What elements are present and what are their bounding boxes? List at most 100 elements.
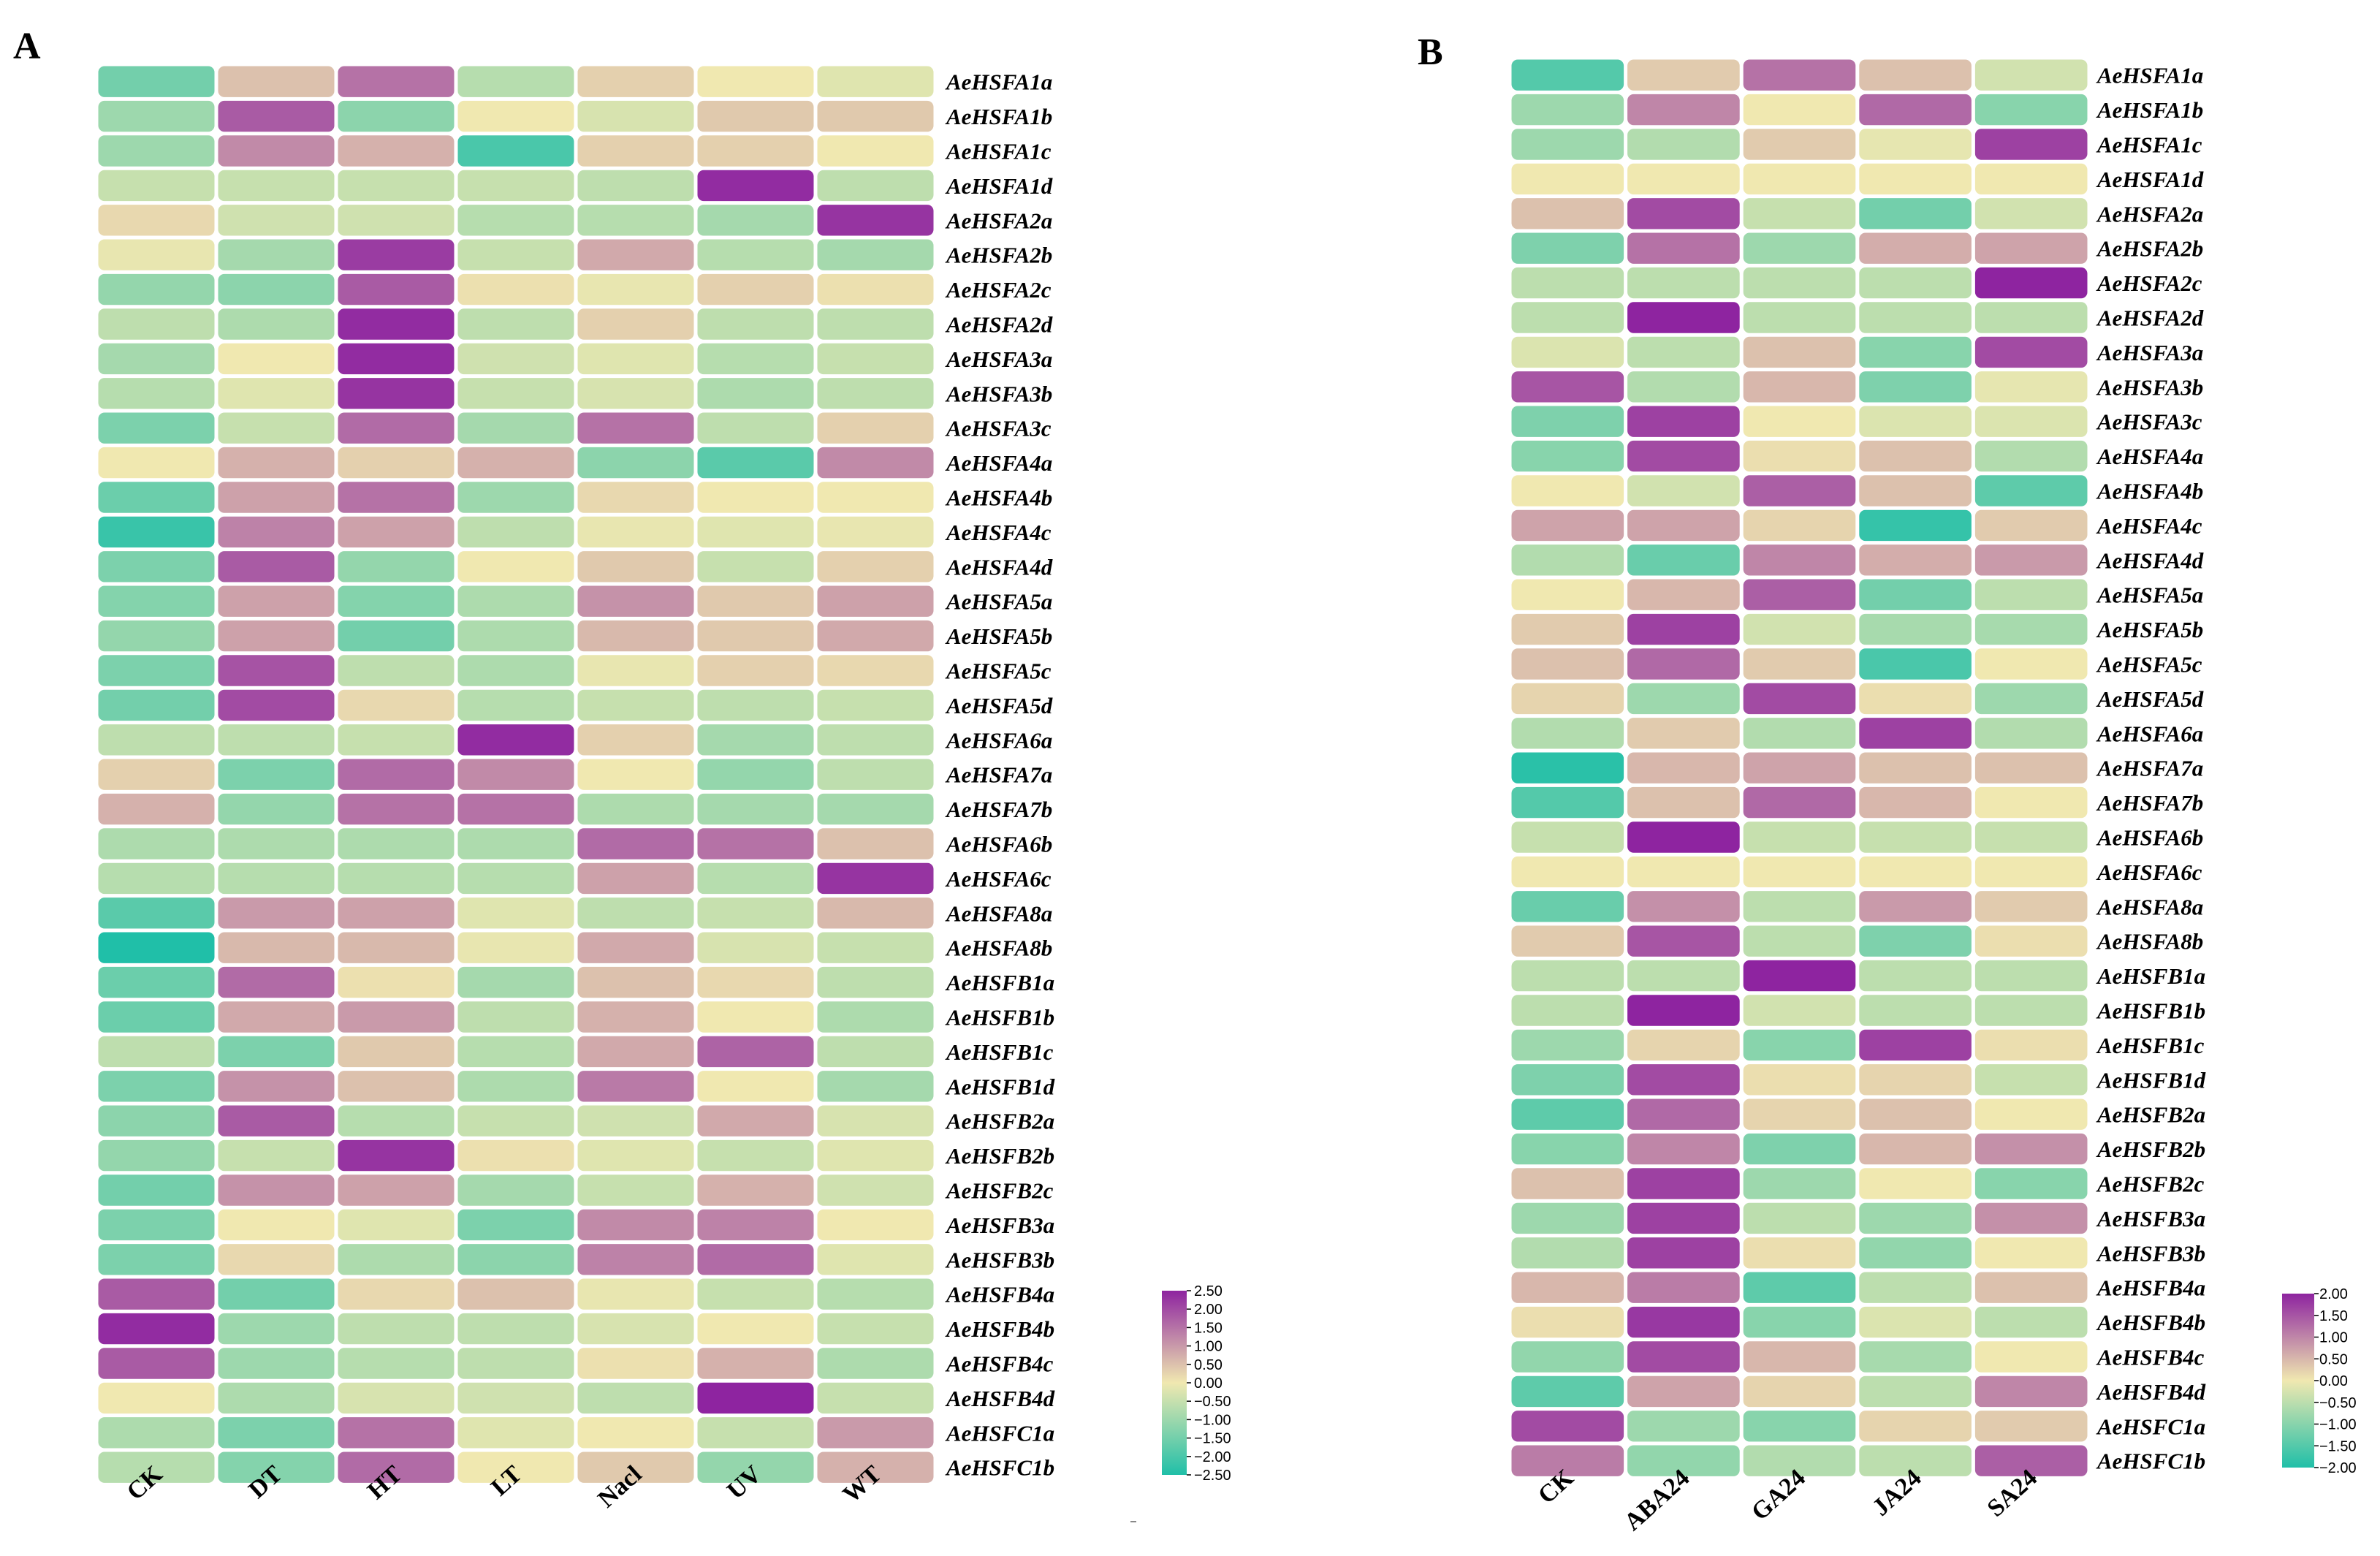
heatmap-cell-aehsfb2a-nacl (577, 1104, 695, 1137)
row-label-aehsfa2c: AeHSFA2c (2096, 270, 2202, 296)
heatmap-cell-aehsfa2d-ck (97, 308, 216, 341)
row-label-aehsfa5d: AeHSFA5d (2096, 686, 2204, 712)
heatmap-cell-aehsfa3a-nacl (577, 342, 695, 376)
heatmap-cell-aehsfb4d-ht (337, 1381, 455, 1415)
heatmap-cell-aehsfa4a-nacl (577, 446, 695, 479)
heatmap-cell-aehsfb1a-uv (696, 965, 815, 999)
heatmap-cell-aehsfb4d-sa24 (1974, 1375, 2088, 1408)
heatmap-cell-aehsfa6c-wt (816, 862, 935, 895)
heatmap-cell-aehsfb2a-dt (217, 1104, 335, 1137)
row-label-aehsfa2d: AeHSFA2d (945, 312, 1053, 338)
heatmap-cell-aehsfa5b-nacl (577, 619, 695, 653)
heatmap-cell-aehsfb1c-sa24 (1974, 1028, 2088, 1062)
heatmap-cell-aehsfb4a-lt (457, 1278, 575, 1310)
row-label-aehsfa1a: AeHSFA1a (945, 69, 1052, 95)
heatmap-cell-aehsfb1c-ht (337, 1035, 455, 1069)
row-label-aehsfc1b: AeHSFC1b (945, 1455, 1054, 1481)
heatmap-cell-aehsfa7a-ck (97, 758, 216, 791)
heatmap-cell-aehsfa7b-nacl (577, 792, 695, 826)
heatmap-cell-aehsfa8b-dt (217, 931, 335, 964)
row-label-aehsfa3c: AeHSFA3c (945, 416, 1052, 441)
heatmap-cell-aehsfb1d-ja24 (1858, 1063, 1972, 1096)
heatmap-cell-aehsfb1b-dt (217, 1001, 335, 1033)
heatmap-cell-aehsfa3c-ja24 (1858, 405, 1972, 438)
heatmap-cell-aehsfa5a-wt (816, 585, 935, 618)
heatmap-cell-aehsfa6a-sa24 (1974, 717, 2088, 750)
row-label-aehsfa3a: AeHSFA3a (2096, 340, 2203, 365)
row-label-aehsfa1c: AeHSFA1c (2096, 132, 2202, 158)
heatmap-cell-aehsfb3a-sa24 (1974, 1202, 2088, 1235)
heatmap-cell-aehsfa4b-wt (816, 481, 935, 514)
heatmap-cell-aehsfb1a-ht (337, 965, 455, 999)
heatmap-cell-aehsfa1b-lt (457, 99, 575, 133)
heatmap-cell-aehsfb1b-sa24 (1974, 994, 2088, 1027)
heatmap-cell-aehsfb2b-ga24 (1742, 1132, 1857, 1166)
heatmap-cell-aehsfb4c-ja24 (1858, 1340, 1972, 1373)
colorbar (1162, 1291, 1187, 1475)
heatmap-cell-aehsfa6c-aba24 (1627, 855, 1741, 889)
heatmap-cell-aehsfa5b-ck (97, 619, 216, 653)
heatmap-cell-aehsfb4c-aba24 (1627, 1340, 1741, 1373)
heatmap-cell-aehsfa5b-aba24 (1627, 612, 1741, 646)
heatmap-cell-aehsfb2c-aba24 (1627, 1167, 1741, 1200)
heatmap-cell-aehsfa5d-ga24 (1742, 682, 1857, 716)
heatmap-cell-aehsfa8a-uv (696, 897, 815, 930)
heatmap-cell-aehsfb2b-uv (696, 1139, 815, 1172)
row-label-aehsfa2a: AeHSFA2a (945, 208, 1052, 233)
row-label-aehsfb3a: AeHSFB3a (945, 1212, 1054, 1238)
heatmap-cell-aehsfb3b-dt (217, 1243, 335, 1276)
heatmap-cell-aehsfc1a-ck (1510, 1410, 1625, 1443)
heatmap-cell-aehsfb2c-ga24 (1742, 1167, 1857, 1200)
heatmap-cell-aehsfa1d-ht (337, 169, 455, 202)
heatmap-cell-aehsfb3a-nacl (577, 1208, 695, 1242)
heatmap-cell-aehsfa7a-ja24 (1858, 751, 1972, 784)
heatmap-cell-aehsfa6c-uv (696, 862, 815, 895)
row-label-aehsfb4a: AeHSFB4a (945, 1282, 1054, 1308)
heatmap-cell-aehsfa1c-sa24 (1974, 128, 2088, 161)
heatmap-cell-aehsfc1a-ga24 (1742, 1410, 1857, 1443)
row-label-aehsfa5d: AeHSFA5d (945, 693, 1053, 718)
heatmap-cell-aehsfb2b-ck (97, 1139, 216, 1172)
heatmap-cell-aehsfb2b-ht (337, 1139, 455, 1172)
heatmap-cell-aehsfa1b-uv (696, 99, 815, 133)
heatmap-cell-aehsfa4b-ck (1510, 474, 1625, 507)
heatmap-cell-aehsfa1a-lt (457, 65, 575, 98)
heatmap-cell-aehsfb3a-ga24 (1742, 1202, 1857, 1235)
heatmap-cell-aehsfb3b-sa24 (1974, 1237, 2088, 1270)
heatmap-cell-aehsfb2a-uv (696, 1104, 815, 1137)
heatmap-cell-aehsfb2c-uv (696, 1174, 815, 1207)
heatmap-cell-aehsfa8a-ck (97, 897, 216, 930)
heatmap-cell-aehsfa4c-ga24 (1742, 509, 1857, 542)
heatmap-cell-aehsfa4d-dt (217, 550, 335, 583)
heatmap-cell-aehsfa6b-uv (696, 827, 815, 860)
heatmap-cell-aehsfa4a-sa24 (1974, 439, 2088, 473)
heatmap-cell-aehsfa5a-uv (696, 585, 815, 618)
heatmap-cell-aehsfa3c-aba24 (1627, 405, 1741, 438)
heatmap-cell-aehsfb1c-wt (816, 1035, 935, 1069)
heatmap-cell-aehsfa2d-lt (457, 308, 575, 341)
heatmap-cell-aehsfa5c-ga24 (1742, 648, 1857, 680)
colorbar-tick-label: −2.50 (1194, 1468, 1231, 1484)
heatmap-cell-aehsfb2a-sa24 (1974, 1098, 2088, 1131)
heatmap-cell-aehsfa5d-ja24 (1858, 682, 1972, 716)
row-label-aehsfa6c: AeHSFA6c (945, 866, 1052, 892)
heatmap-cell-aehsfa7b-ck (1510, 786, 1625, 819)
heatmap-cell-aehsfb4d-ck (1510, 1375, 1625, 1408)
heatmap-cell-aehsfa3c-ga24 (1742, 405, 1857, 438)
heatmap-cell-aehsfa4d-lt (457, 550, 575, 583)
heatmap-cell-aehsfa3a-dt (217, 342, 335, 376)
row-label-aehsfb2b: AeHSFB2b (945, 1143, 1054, 1169)
heatmap-cell-aehsfa4c-aba24 (1627, 509, 1741, 542)
heatmap-cell-aehsfa3a-ga24 (1742, 335, 1857, 369)
heatmap-cell-aehsfa4c-ht (337, 515, 455, 549)
heatmap-cell-aehsfa7a-aba24 (1627, 751, 1741, 784)
heatmap-cell-aehsfa1c-uv (696, 134, 815, 167)
heatmap-cell-aehsfa4b-aba24 (1627, 474, 1741, 507)
heatmap-cell-aehsfa2d-nacl (577, 308, 695, 341)
heatmap-cell-aehsfa1d-uv (696, 169, 815, 202)
heatmap-cell-aehsfb4d-uv (696, 1381, 815, 1415)
heatmap-cell-aehsfa4a-lt (457, 446, 575, 479)
heatmap-cell-aehsfc1b-uv (696, 1451, 815, 1484)
heatmap-cell-aehsfa6b-wt (816, 827, 935, 860)
heatmap-cell-aehsfa1d-ga24 (1742, 162, 1857, 196)
